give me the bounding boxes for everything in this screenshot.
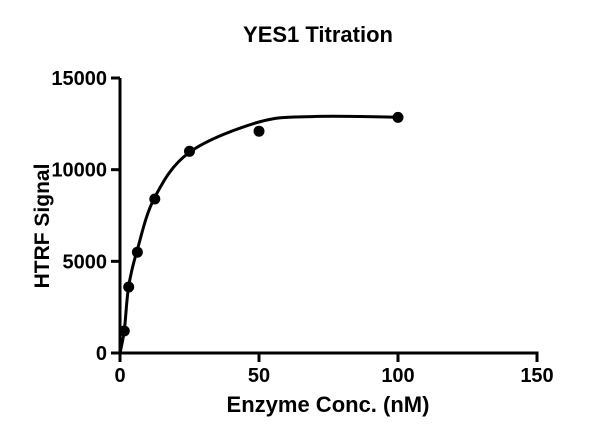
axis-ticks [111,76,539,362]
data-point [131,246,143,258]
fit-curve [118,114,400,355]
x-axis-label: Enzyme Conc. (nM) [227,392,430,417]
y-tick-label: 0 [96,343,107,365]
x-tick-label: 150 [520,365,553,387]
x-tick-label: 100 [381,365,414,387]
data-point [118,325,130,337]
data-point [123,281,135,293]
y-tick-label: 15000 [51,68,107,90]
axes [118,78,539,355]
x-tick-label: 50 [248,365,270,387]
x-tick-label: 0 [114,365,125,387]
axis-tick-labels: 0 50 100 150 0 5000 10000 15000 [51,68,553,387]
y-tick-label: 10000 [51,160,107,182]
data-point [392,111,404,123]
y-tick-label: 5000 [63,251,108,273]
data-point [184,145,195,157]
data-points [118,111,404,337]
data-point [253,125,265,137]
chart-title: YES1 Titration [243,22,393,47]
y-axis-label: HTRF Signal [31,164,54,289]
data-point [149,193,161,205]
